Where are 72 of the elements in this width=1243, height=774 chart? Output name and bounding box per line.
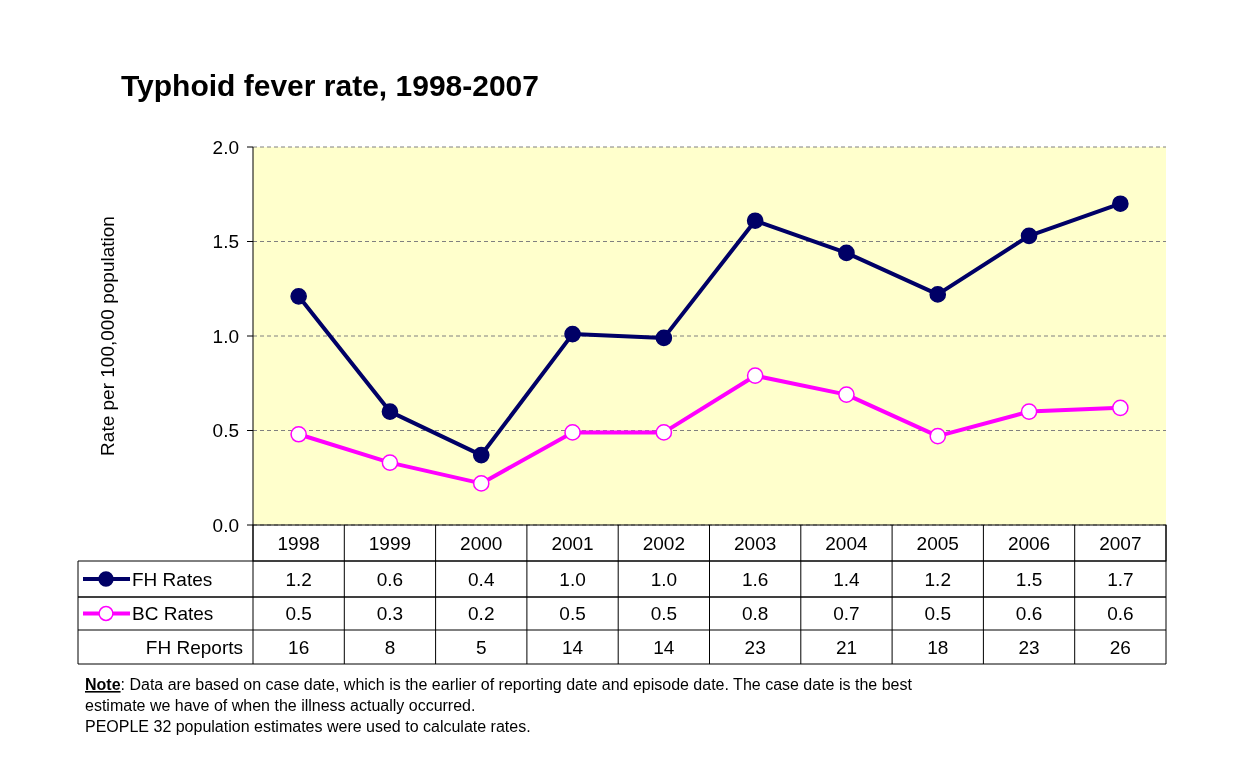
data-label: 5 [475,636,487,658]
y-axis-title: Rate per 100,000 population [97,216,118,456]
y-tick-label: 0.5 [212,420,239,442]
data-label: 14 [653,636,675,658]
data-label: 1.2 [924,568,951,590]
data-label: 18 [927,636,949,658]
point [564,325,581,343]
data-label: 0.5 [650,603,678,625]
data-label: 0.8 [741,603,769,625]
x-tick-label: 2001 [551,532,594,554]
point [472,475,490,492]
point [472,446,490,464]
y-tick-label: 1.0 [212,325,239,347]
x-tick-label: 2007 [1099,532,1142,554]
point [746,367,764,384]
point [290,288,307,305]
text: Note: Data are based on case date, which is the earlier of reporting date and episode date. The case date is the best estimate we have of when the illness actually occurred. [85,676,913,714]
point [746,212,764,230]
data-label: 21 [835,636,858,658]
data-label: 0.6 [376,568,404,590]
point [381,454,399,471]
data-label: 0.7 [833,603,860,625]
data-label: 23 [744,636,766,658]
text: PEOPLE 32 population estimates were used to calculate rates. [85,718,531,735]
data-label: 23 [1018,636,1040,658]
point [838,244,855,262]
data-label: 1.0 [559,568,586,590]
point [564,424,581,441]
data-label: 0.2 [468,603,495,625]
x-tick-label: 2004 [825,532,869,554]
text: FH Reports [145,636,243,658]
point [1112,399,1129,417]
data-label: 1.2 [285,568,312,590]
point [1020,403,1038,420]
data-label: 0.4 [468,568,495,590]
data-label: 0.3 [376,603,404,625]
point [929,427,947,445]
data-label: 0.5 [285,603,312,625]
point [1020,227,1038,245]
point [381,403,399,420]
data-label: 1.7 [1107,568,1134,590]
data-label: 1.0 [650,568,678,590]
data-label: 16 [288,636,310,658]
data-label: 1.6 [741,568,769,590]
y-tick-label: 2.0 [212,136,239,158]
data-label: 0.5 [559,603,586,625]
x-tick-label: 2002 [642,532,685,554]
legend-label: BC Rates [132,603,214,625]
data-label: 1.4 [833,568,861,590]
data-label: 14 [561,636,584,658]
y-tick-label: 0.0 [212,514,239,536]
data-label: 1.5 [1015,568,1043,590]
x-tick-label: 2006 [1007,532,1051,554]
point [655,424,673,441]
data-label: 8 [384,636,396,658]
data-label: 26 [1109,636,1131,658]
x-tick-label: 2005 [916,532,959,554]
point [655,329,673,347]
data-label: 0.5 [924,603,951,625]
x-tick-label: 2003 [734,532,777,554]
legend-label: FH Rates [132,568,213,590]
y-tick-label: 1.5 [212,231,239,253]
chart-title: Typhoid fever rate, 1998-2007 [121,69,539,102]
data-label: 0.6 [1107,603,1134,625]
point [290,425,307,443]
x-tick-label: 1998 [277,532,320,554]
point [929,286,947,303]
point [1112,195,1129,212]
data-label: 0.6 [1015,603,1043,625]
x-tick-label: 2000 [460,532,503,554]
x-tick-label: 1999 [368,532,412,554]
point [838,386,855,403]
